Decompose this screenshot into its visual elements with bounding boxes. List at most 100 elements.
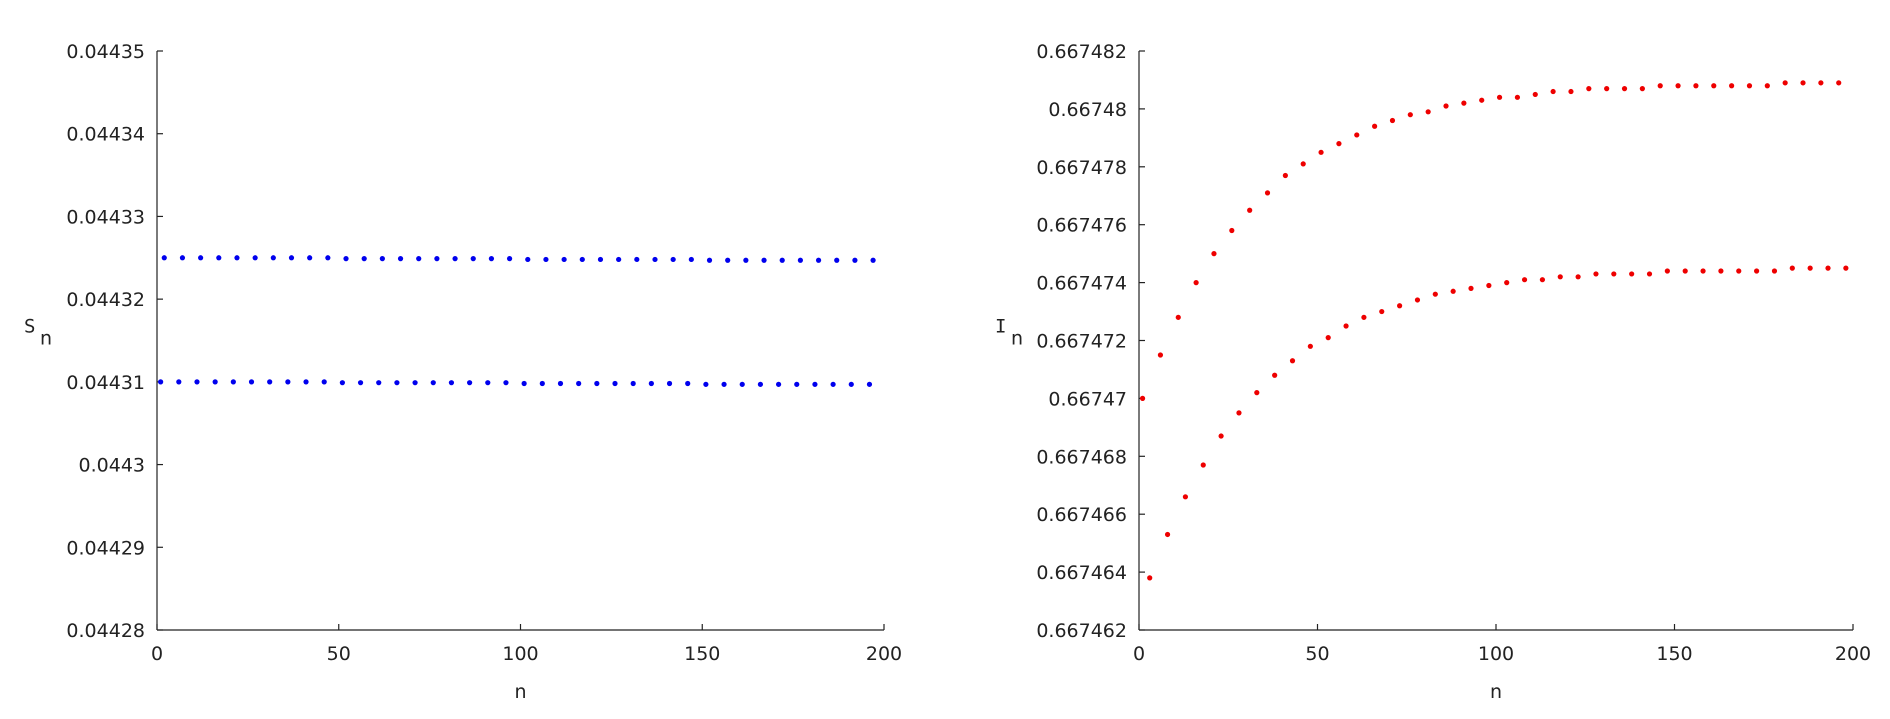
y-axis-label-subscript: n <box>1011 328 1023 350</box>
point <box>1361 314 1367 320</box>
point <box>434 256 440 262</box>
point <box>539 380 545 387</box>
point <box>706 257 713 263</box>
point <box>775 381 782 387</box>
point <box>761 257 767 263</box>
point <box>834 257 840 263</box>
point <box>1289 358 1296 364</box>
point <box>1254 390 1260 396</box>
point <box>179 255 186 261</box>
point <box>666 380 673 387</box>
y-tick-label: 0.667472 <box>1036 331 1127 353</box>
point <box>721 381 727 387</box>
point <box>1586 86 1592 92</box>
y-axis-label: I <box>995 316 1006 338</box>
point <box>397 256 404 262</box>
point <box>1229 227 1235 234</box>
point <box>158 379 164 385</box>
point <box>1379 308 1385 315</box>
y-tick-label: 0.667466 <box>1036 504 1127 526</box>
point <box>812 381 818 387</box>
point <box>612 380 618 387</box>
point <box>1800 80 1806 86</box>
point <box>1247 207 1253 213</box>
x-tick-label: 50 <box>1305 643 1329 665</box>
y-tick-label: 0.0443 <box>79 455 145 477</box>
point <box>815 257 822 263</box>
point <box>252 255 258 261</box>
point <box>379 256 385 262</box>
point <box>561 256 567 263</box>
point <box>1504 280 1510 286</box>
point <box>1664 268 1670 274</box>
point <box>1550 88 1556 95</box>
point <box>634 256 640 263</box>
point <box>1771 268 1778 274</box>
point <box>452 256 458 262</box>
y-tick-label: 0.04433 <box>66 206 145 228</box>
point <box>248 379 255 385</box>
point <box>1354 132 1360 138</box>
point <box>739 381 745 387</box>
point <box>1432 291 1438 297</box>
point <box>467 380 473 386</box>
point <box>1479 97 1485 103</box>
point <box>725 257 731 263</box>
point <box>288 255 295 261</box>
x-tick-label: 150 <box>1656 643 1692 665</box>
point <box>1282 172 1288 179</box>
point <box>1389 117 1396 124</box>
point <box>1718 268 1724 274</box>
point <box>1272 372 1278 378</box>
point <box>794 381 800 387</box>
x-axis-label: n <box>1490 681 1502 703</box>
point <box>525 256 531 263</box>
point <box>1843 265 1849 271</box>
point <box>1693 83 1699 89</box>
point <box>1764 83 1770 89</box>
point <box>688 256 694 263</box>
point <box>1164 531 1171 538</box>
y-tick-label: 0.667474 <box>1036 273 1127 295</box>
point <box>1682 268 1688 274</box>
point <box>503 380 509 386</box>
point <box>1193 280 1199 286</box>
point <box>594 380 600 387</box>
point <box>285 379 291 385</box>
y-tick-label: 0.04431 <box>66 372 145 394</box>
point <box>376 380 382 386</box>
point <box>325 255 331 261</box>
y-tick-label: 0.667476 <box>1036 215 1127 237</box>
point <box>703 381 709 387</box>
point <box>1397 303 1403 309</box>
y-tick-label: 0.04435 <box>66 41 145 63</box>
point <box>1336 141 1342 147</box>
point <box>521 380 527 387</box>
point <box>1300 161 1306 167</box>
point <box>394 380 400 386</box>
point <box>1147 575 1153 581</box>
point <box>1486 282 1492 289</box>
x-tick-label: 0 <box>1133 643 1145 665</box>
point <box>1264 190 1271 196</box>
point <box>470 256 476 262</box>
point <box>852 257 858 263</box>
x-tick-label: 150 <box>684 643 720 665</box>
point <box>543 256 549 263</box>
point <box>1789 265 1795 271</box>
point <box>757 381 764 387</box>
point <box>506 256 513 262</box>
point <box>1157 352 1164 358</box>
point <box>216 255 222 261</box>
point <box>1450 288 1456 294</box>
point <box>1700 268 1706 274</box>
point <box>576 380 582 387</box>
point <box>1557 274 1563 280</box>
point <box>270 255 276 261</box>
point <box>1343 323 1349 329</box>
point <box>1175 314 1181 320</box>
point <box>1639 86 1645 92</box>
point <box>597 256 604 263</box>
point <box>161 255 167 261</box>
